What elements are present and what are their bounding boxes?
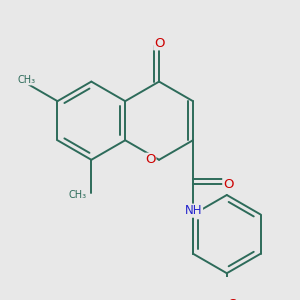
Text: O: O	[154, 37, 164, 50]
Text: O: O	[145, 153, 156, 166]
Text: O: O	[227, 298, 238, 300]
Text: CH₃: CH₃	[68, 190, 87, 200]
Text: CH₃: CH₃	[18, 75, 36, 85]
Text: NH: NH	[185, 204, 202, 217]
Text: O: O	[223, 178, 233, 190]
